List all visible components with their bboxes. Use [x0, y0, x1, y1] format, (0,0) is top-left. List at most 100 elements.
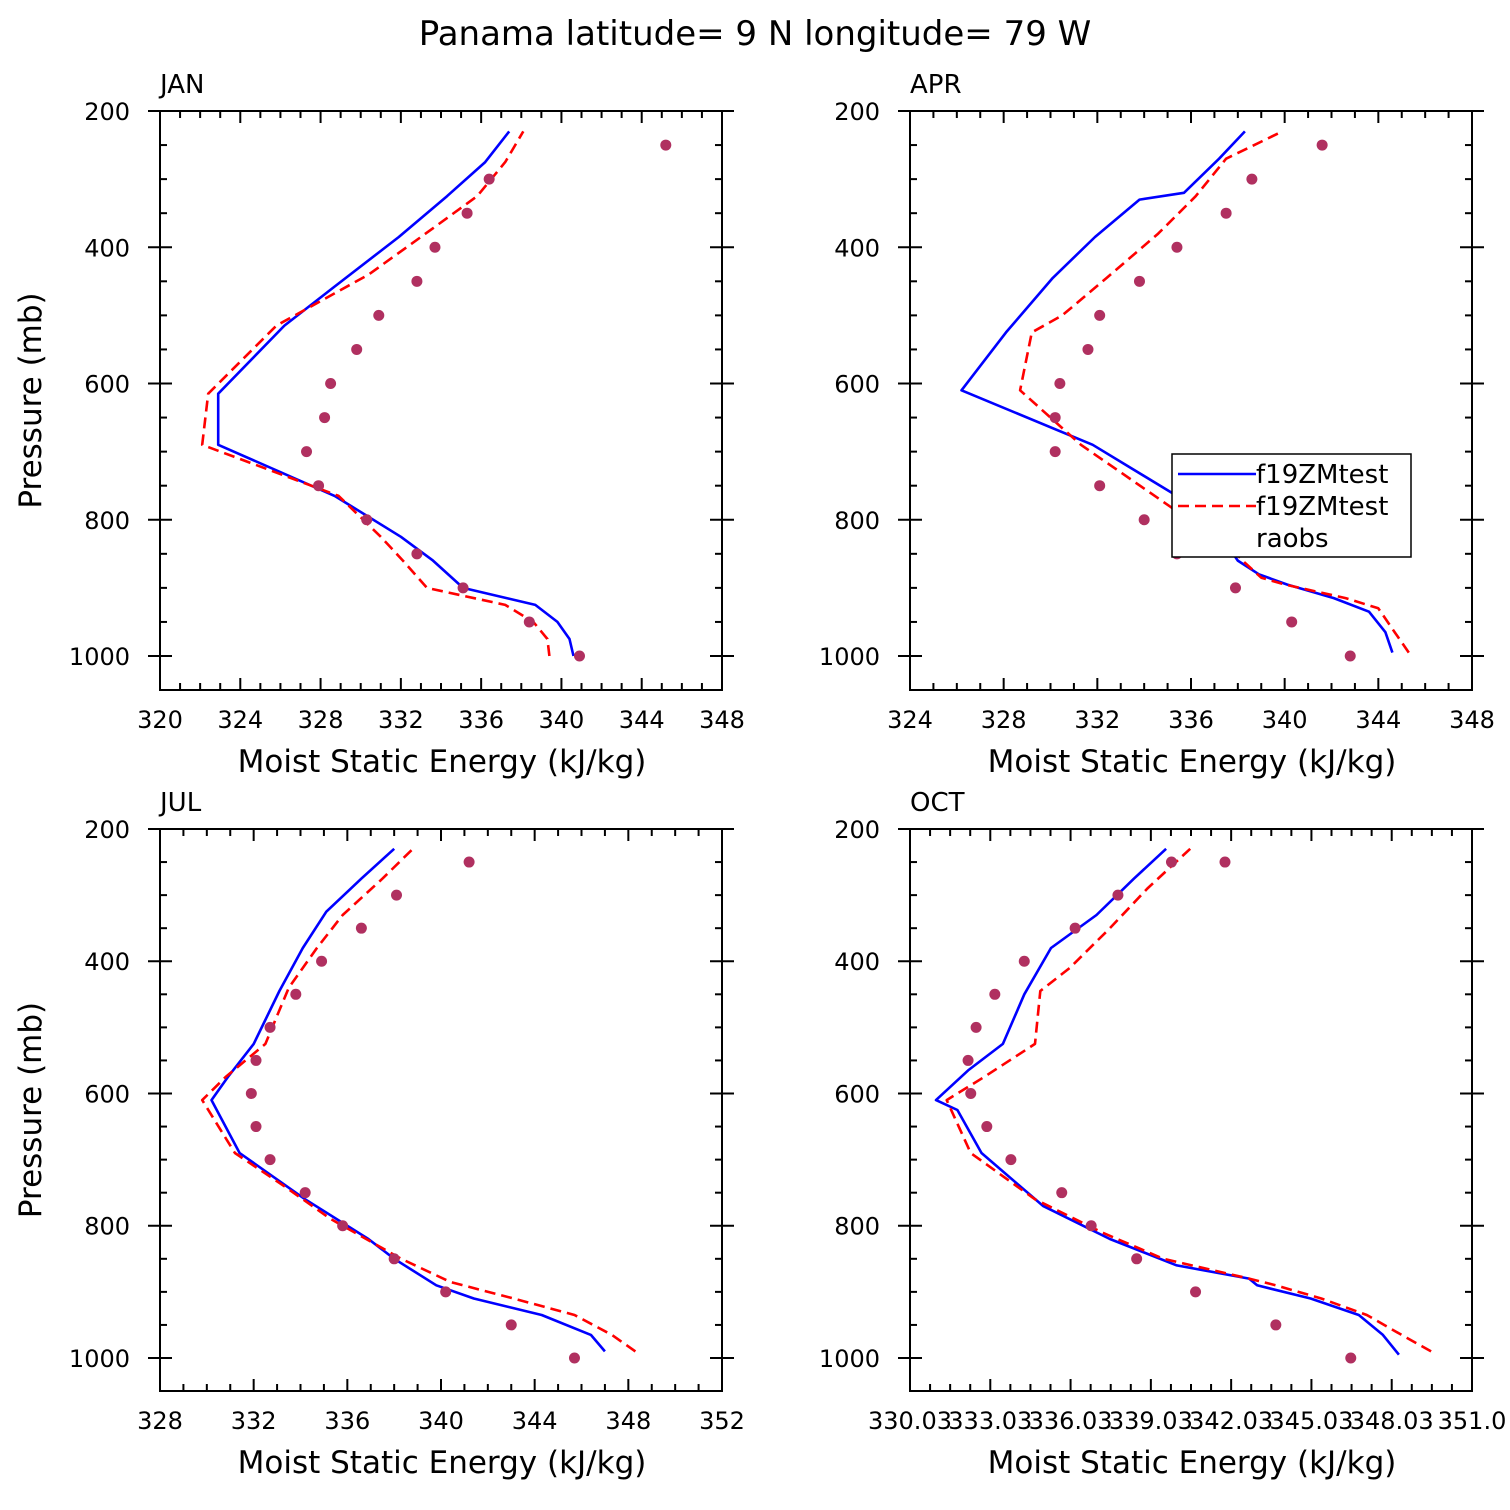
y-tick-label: 800 — [834, 507, 880, 535]
raobs-point — [351, 343, 363, 355]
x-tick-label: 328 — [298, 706, 344, 734]
raobs-point — [568, 1352, 580, 1364]
x-tick-label: 342.03 — [1189, 1407, 1273, 1435]
y-tick-label: 400 — [84, 234, 130, 262]
raobs-point — [1049, 446, 1061, 458]
series-line-solid — [210, 847, 606, 1353]
y-tick-label: 1000 — [819, 1345, 880, 1373]
panel-jul: JUL 328 332 336 340 344 348 352 200 400 600 800 1000… — [13, 788, 745, 1481]
raobs-point — [355, 922, 367, 934]
raobs-point — [505, 1319, 517, 1331]
x-tick-label: 320 — [137, 706, 183, 734]
raobs-point — [1246, 173, 1258, 185]
x-tick-label: 340 — [1262, 706, 1308, 734]
x-tick-label: 340 — [418, 1407, 464, 1435]
panel-label: OCT — [910, 788, 965, 818]
x-tick-label: 348 — [605, 1407, 651, 1435]
y-tick-label: 600 — [834, 1080, 880, 1108]
y-tick-label: 200 — [834, 98, 880, 126]
panel-label: APR — [910, 70, 962, 100]
raobs-point — [1171, 241, 1183, 253]
legend-box — [1171, 453, 1412, 558]
raobs-point — [981, 1121, 993, 1133]
raobs-point — [388, 1253, 400, 1265]
x-tick-label: 324 — [217, 706, 263, 734]
x-tick-label: 330.03 — [868, 1407, 952, 1435]
panel-jan: JAN 320 324 328 332 336 340 344 348 200 400 600 800 1… — [13, 70, 745, 780]
y-tick-label: 400 — [84, 948, 130, 976]
raobs-point — [1345, 1352, 1357, 1364]
raobs-point — [1082, 343, 1094, 355]
legend-label: f19ZMtest — [1256, 460, 1388, 490]
plot-frame — [909, 110, 1473, 691]
y-tick-label: 200 — [84, 98, 130, 126]
raobs-point — [373, 309, 385, 321]
raobs-point — [1165, 856, 1177, 868]
figure-title: Panama latitude= 9 N longitude= 79 W — [419, 14, 1092, 54]
x-tick-label: 340 — [539, 706, 585, 734]
x-tick-label: 344 — [512, 1407, 558, 1435]
x-tick-label: 339.03 — [1109, 1407, 1193, 1435]
series-line-dashed — [200, 847, 637, 1353]
y-tick-label: 1000 — [69, 1345, 130, 1373]
raobs-point — [1054, 378, 1066, 389]
raobs-point — [457, 582, 469, 594]
raobs-point — [1094, 480, 1106, 492]
plot-frame — [159, 828, 723, 1392]
x-tick-label: 352 — [699, 1407, 745, 1435]
raobs-point — [523, 616, 535, 628]
raobs-point — [337, 1220, 349, 1232]
panel-label: JAN — [158, 70, 204, 100]
y-tick-label: 800 — [834, 1213, 880, 1241]
raobs-point — [1229, 582, 1241, 594]
raobs-point — [1344, 650, 1356, 662]
plot-frame — [909, 828, 1473, 1392]
legend-label: raobs — [1256, 524, 1329, 554]
raobs-point — [970, 1021, 982, 1033]
x-axis-label: Moist Static Energy (kJ/kg) — [238, 744, 647, 780]
x-axis-label: Moist Static Energy (kJ/kg) — [988, 744, 1397, 780]
raobs-point — [250, 1054, 262, 1066]
raobs-point — [1005, 1154, 1017, 1166]
raobs-point — [1018, 955, 1030, 967]
panel-label: JUL — [158, 788, 202, 818]
raobs-point — [1138, 514, 1150, 526]
x-tick-label: 344 — [1355, 706, 1401, 734]
x-axis-label: Moist Static Energy (kJ/kg) — [238, 1445, 647, 1481]
raobs-point — [319, 412, 331, 424]
series-line-solid — [960, 130, 1394, 654]
raobs-point — [264, 1021, 276, 1033]
x-tick-label: 328 — [137, 1407, 183, 1435]
raobs-point — [989, 988, 1001, 1000]
raobs-point — [1220, 207, 1232, 219]
y-tick-label: 1000 — [819, 643, 880, 671]
x-tick-label: 328 — [981, 706, 1027, 734]
panel-oct: OCT330.03333.03336.03339.03342.03345.033… — [819, 788, 1506, 1481]
raobs-point — [361, 514, 373, 526]
raobs-point — [962, 1054, 974, 1066]
raobs-point — [1286, 616, 1298, 628]
raobs-point — [1316, 139, 1328, 151]
panel-apr: APR 324 328 332 336 340 344 348 200 400 600 800 1000… — [819, 70, 1495, 780]
raobs-point — [245, 1087, 257, 1099]
plot-frame — [159, 110, 723, 691]
raobs-point — [483, 173, 495, 185]
y-tick-label: 400 — [834, 234, 880, 262]
series-line-solid — [934, 847, 1400, 1356]
x-tick-label: 332 — [231, 1407, 277, 1435]
x-tick-label: 344 — [619, 706, 665, 734]
series-line-dashed — [945, 847, 1432, 1353]
raobs-point — [660, 139, 672, 151]
x-tick-label: 348.03 — [1350, 1407, 1434, 1435]
raobs-point — [429, 241, 441, 253]
raobs-point — [965, 1087, 977, 1099]
y-axis-label: Pressure (mb) — [13, 1002, 49, 1218]
raobs-point — [1069, 922, 1081, 934]
raobs-point — [1270, 1319, 1282, 1331]
y-tick-label: 1000 — [69, 643, 130, 671]
y-tick-label: 600 — [84, 1080, 130, 1108]
y-tick-label: 200 — [84, 816, 130, 844]
raobs-point — [1190, 1286, 1202, 1298]
